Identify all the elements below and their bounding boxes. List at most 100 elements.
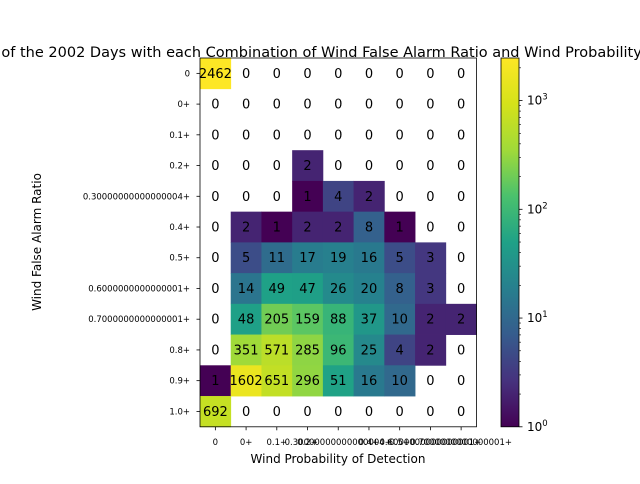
heatmap-cell bbox=[353, 242, 385, 274]
cell-value-label: 48 bbox=[238, 313, 255, 328]
y-tick-label: 0.5+ bbox=[169, 254, 190, 264]
colorbar-tick-label: 100 bbox=[527, 419, 548, 434]
y-tick-label: 0.30000000000000004+ bbox=[83, 192, 190, 202]
y-tick-label: 0.8+ bbox=[169, 346, 190, 356]
x-tick-label: 0.6000000000000001+ bbox=[380, 438, 482, 448]
cell-value-label: 25 bbox=[361, 343, 378, 358]
heatmap-cell bbox=[322, 303, 354, 335]
heatmap-cell bbox=[261, 242, 293, 274]
cell-value-label: 88 bbox=[330, 313, 347, 328]
heatmap-cell bbox=[230, 365, 262, 397]
heatmap-cell-labels: 2462 0 0 0 0 0 0 0 00 0 0 0 0 0 0 0 00 0 0 0 0 0 0 0 00 0 0 2 0 0 0 0 00… bbox=[199, 67, 465, 420]
cell-value-label: 0 bbox=[211, 98, 219, 113]
cell-value-label: 0 bbox=[334, 405, 342, 420]
cell-value-label: 1 bbox=[396, 221, 404, 236]
cell-value-label: 0 bbox=[211, 221, 219, 236]
cell-value-label: 0 bbox=[211, 313, 219, 328]
y-tick-label: 0.4+ bbox=[169, 223, 190, 233]
heatmap-cell bbox=[353, 180, 385, 213]
heatmap-cell bbox=[261, 211, 293, 243]
y-tick-label: 0.2+ bbox=[169, 162, 190, 172]
cell-value-label: 11 bbox=[269, 251, 286, 266]
cell-value-label: 0 bbox=[457, 159, 465, 174]
cell-value-label: 20 bbox=[361, 282, 378, 297]
x-tick-label: 0.5+ bbox=[389, 438, 410, 448]
cell-value-label: 8 bbox=[365, 221, 373, 236]
cell-value-label: 0 bbox=[273, 159, 281, 174]
heatmap-cell bbox=[230, 334, 262, 366]
heatmap-cell bbox=[322, 211, 354, 243]
colorbar-tick-label: 103 bbox=[527, 93, 548, 108]
chart-title: Number of the 2002 Days with each Combin… bbox=[0, 45, 640, 61]
heatmap-cell bbox=[384, 211, 416, 243]
cell-value-label: 2 bbox=[242, 221, 250, 236]
cell-value-label: 0 bbox=[457, 128, 465, 143]
heatmap-cell bbox=[292, 180, 324, 213]
x-tick-label: 0 bbox=[213, 438, 218, 448]
heatmap-cell bbox=[384, 303, 416, 335]
cell-value-label: 0 bbox=[365, 405, 373, 420]
cell-value-label: 0 bbox=[273, 405, 281, 420]
cell-value-label: 0 bbox=[242, 98, 250, 113]
heatmap-cell bbox=[200, 396, 232, 428]
heatmap-cell bbox=[415, 303, 447, 335]
cell-value-label: 0 bbox=[426, 221, 434, 236]
cell-value-label: 0 bbox=[365, 98, 373, 113]
cell-value-label: 0 bbox=[457, 98, 465, 113]
cell-value-label: 0 bbox=[457, 374, 465, 389]
colorbar-tick-label: 101 bbox=[527, 310, 548, 325]
cell-value-label: 2 bbox=[426, 343, 434, 358]
heatmap-cell bbox=[230, 242, 262, 274]
heatmap-cell bbox=[261, 365, 293, 397]
y-tick-label: 0+ bbox=[177, 100, 190, 110]
cell-value-label: 0 bbox=[334, 98, 342, 113]
heatmap-cell bbox=[415, 242, 447, 274]
cell-value-label: 14 bbox=[238, 282, 255, 297]
cell-value-label: 0 bbox=[334, 159, 342, 174]
cell-value-label: 10 bbox=[391, 374, 408, 389]
y-tick-label: 0.9+ bbox=[169, 377, 190, 387]
cell-value-label: 0 bbox=[457, 282, 465, 297]
cell-value-label: 0 bbox=[426, 159, 434, 174]
heatmap-cell bbox=[353, 365, 385, 397]
x-axis-ticks: 0 0+ 0.1+ 0.2+0.30000000000000004+0.4+ 0.5+0… bbox=[213, 426, 512, 448]
cell-value-label: 0 bbox=[365, 67, 373, 82]
cell-value-label: 4 bbox=[334, 190, 342, 205]
heatmap-cell bbox=[384, 334, 416, 366]
cell-value-label: 17 bbox=[299, 251, 316, 266]
cell-value-label: 0 bbox=[273, 128, 281, 143]
cell-value-label: 2 bbox=[303, 221, 311, 236]
cell-value-label: 16 bbox=[361, 251, 378, 266]
cell-value-label: 692 bbox=[203, 405, 228, 420]
heatmap-cell bbox=[322, 334, 354, 366]
cell-value-label: 0 bbox=[334, 128, 342, 143]
y-axis-label: Wind False Alarm Ratio bbox=[30, 173, 44, 311]
cell-value-label: 0 bbox=[396, 190, 404, 205]
cell-value-label: 19 bbox=[330, 251, 347, 266]
cell-value-label: 0 bbox=[396, 67, 404, 82]
cell-value-label: 296 bbox=[295, 374, 320, 389]
cell-value-label: 0 bbox=[334, 67, 342, 82]
cell-value-label: 0 bbox=[303, 98, 311, 113]
heatmap-cell bbox=[292, 211, 324, 243]
cell-value-label: 0 bbox=[396, 159, 404, 174]
y-tick-label: 0.1+ bbox=[169, 131, 190, 141]
cell-value-label: 3 bbox=[426, 251, 434, 266]
heatmap-cell bbox=[292, 303, 324, 335]
y-tick-label: 1.0+ bbox=[169, 407, 190, 417]
cell-value-label: 2 bbox=[457, 313, 465, 328]
heatmap-cell bbox=[322, 180, 354, 213]
heatmap-cell bbox=[261, 334, 293, 366]
cell-value-label: 4 bbox=[396, 343, 404, 358]
x-tick-label: 0.30000000000000004+ bbox=[285, 438, 392, 448]
colorbar-ticks: 100 101 102 103 bbox=[519, 67, 548, 434]
cell-value-label: 1 bbox=[303, 190, 311, 205]
x-tick-label: 0.7000000000000001+ bbox=[410, 438, 512, 448]
cell-value-label: 0 bbox=[426, 98, 434, 113]
cell-value-label: 0 bbox=[303, 67, 311, 82]
heatmap-cell bbox=[384, 365, 416, 397]
heatmap-cell bbox=[200, 365, 232, 397]
heatmap-cell bbox=[322, 365, 354, 397]
